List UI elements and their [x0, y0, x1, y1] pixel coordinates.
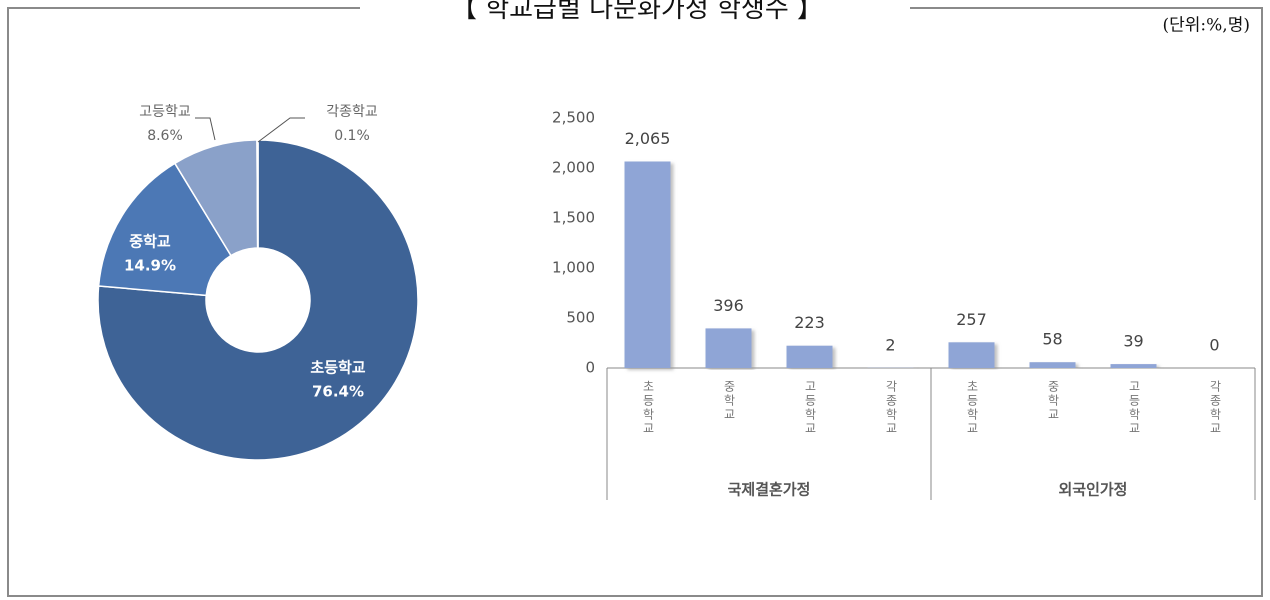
value-label: 2: [885, 335, 895, 354]
bar: [705, 328, 752, 368]
y-tick-label: 2,500: [552, 109, 595, 127]
title-gap: [360, 0, 910, 22]
x-tick-label: 중학교: [1046, 380, 1060, 422]
y-tick-label: 1,000: [552, 259, 595, 277]
slice-value-label: 8.6%: [147, 128, 183, 144]
bar: [624, 161, 671, 368]
value-label: 39: [1123, 332, 1143, 351]
x-tick-label: 고등학교: [803, 380, 817, 436]
value-label: 223: [794, 313, 825, 332]
x-tick-label: 초등학교: [965, 380, 979, 436]
x-tick-label: 고등학교: [1127, 380, 1141, 436]
bar: [1029, 362, 1076, 368]
leader-line: [257, 117, 305, 143]
slice-value-label: 14.9%: [124, 257, 176, 275]
x-tick-label: 각종학교: [884, 380, 898, 436]
bar: [786, 345, 833, 368]
bar: [948, 342, 995, 368]
group-label: 외국인가정: [1058, 481, 1127, 499]
y-tick-label: 0: [585, 359, 595, 377]
value-label: 0: [1209, 336, 1219, 355]
x-tick-label: 각종학교: [1208, 380, 1222, 436]
bar: [1110, 364, 1157, 368]
y-tick-label: 2,000: [552, 159, 595, 177]
x-tick-label: 초등학교: [641, 380, 655, 436]
y-tick-label: 1,500: [552, 209, 595, 227]
slice-label: 초등학교: [310, 359, 365, 377]
slice-label: 각종학교: [326, 104, 378, 120]
donut-slice: [256, 139, 259, 249]
slice-label: 중학교: [129, 233, 171, 251]
value-label: 2,065: [625, 129, 671, 148]
slice-label: 고등학교: [139, 104, 191, 120]
x-tick-label: 중학교: [722, 380, 736, 422]
value-label: 257: [956, 310, 987, 329]
value-label: 396: [713, 296, 744, 315]
leader-line: [195, 117, 216, 141]
donut-slice: [97, 139, 419, 461]
page-title: 【 학교급별 다문화가정 학생수 】: [451, 0, 823, 24]
value-label: 58: [1042, 330, 1062, 349]
donut-slice: [97, 162, 232, 297]
y-tick-label: 500: [566, 309, 595, 327]
group-label: 국제결혼가정: [728, 481, 811, 499]
slice-value-label: 76.4%: [312, 383, 364, 401]
slice-value-label: 0.1%: [334, 128, 370, 144]
unit-label: (단위:%,명): [1163, 16, 1250, 36]
